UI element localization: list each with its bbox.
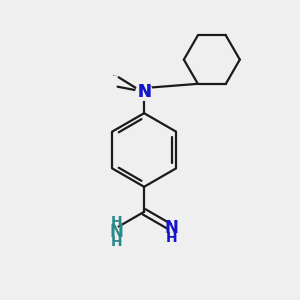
Text: H: H [110,215,122,229]
Text: N: N [164,219,178,237]
Text: N: N [137,83,151,101]
Text: N: N [137,83,151,101]
Text: methyl: methyl [113,74,118,76]
Circle shape [136,84,152,100]
Text: H: H [165,231,177,245]
Text: H: H [110,235,122,249]
Text: N: N [109,224,123,242]
